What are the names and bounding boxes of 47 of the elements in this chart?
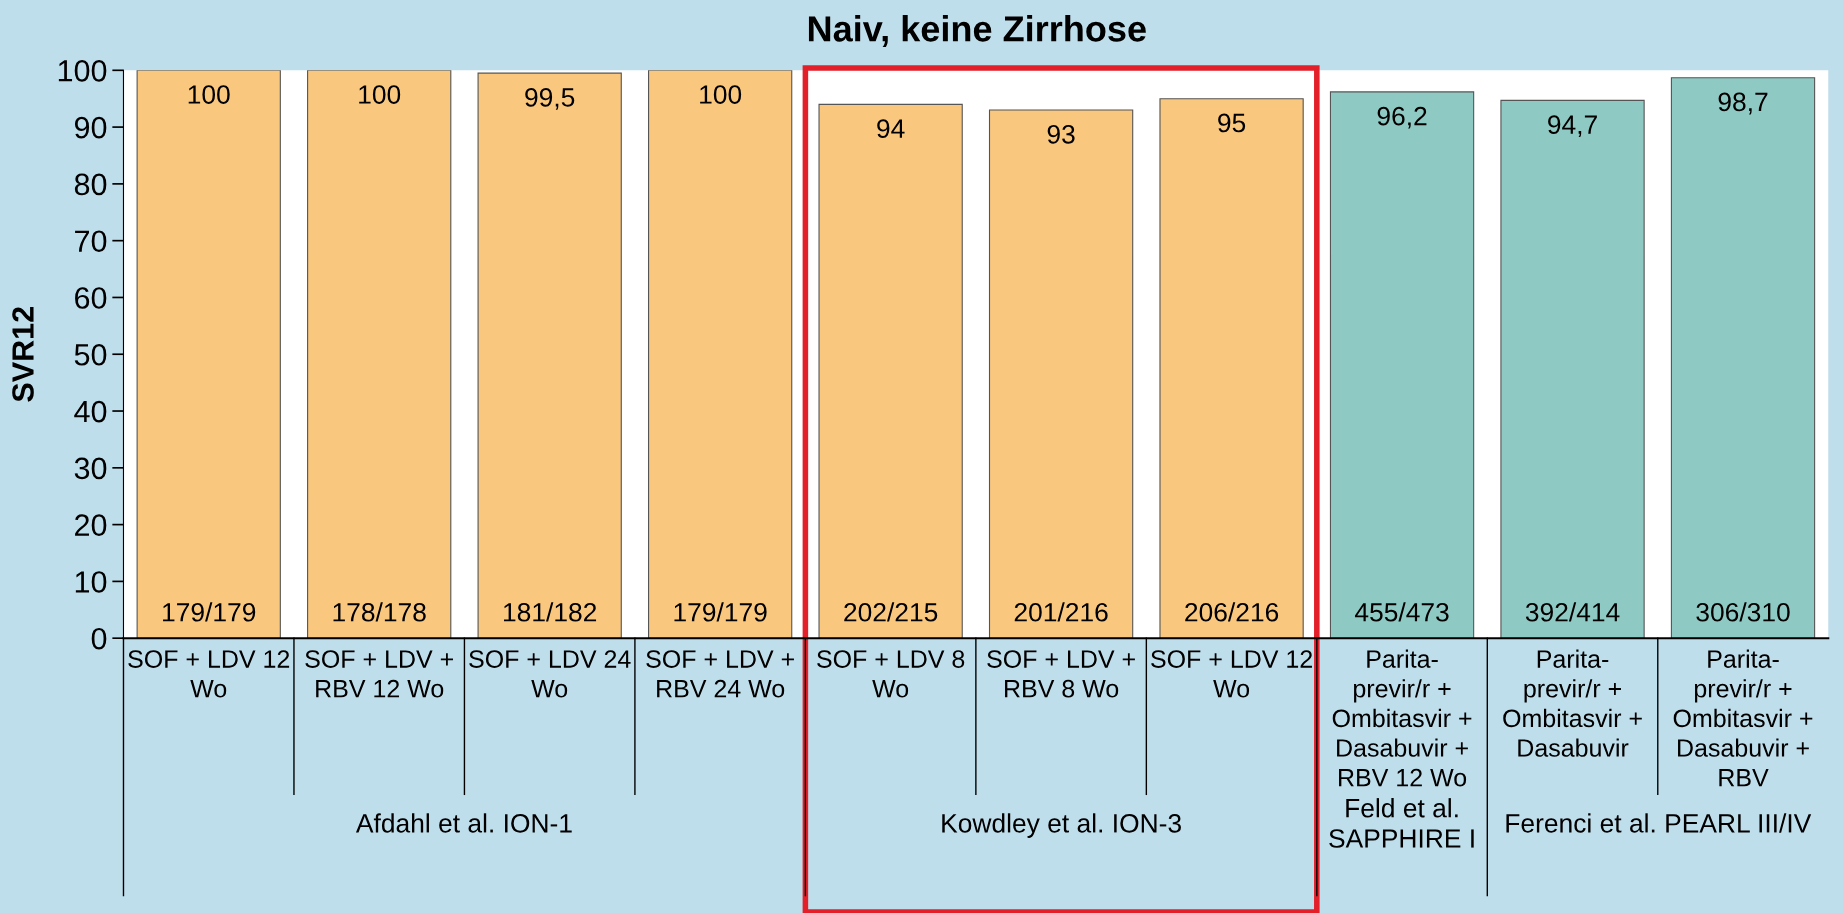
chart-title: Naiv, keine Zirrhose <box>808 15 1146 47</box>
x-tick-label: Parita-previr/r + Ombitasvir + Dasabuvir + RBV 12 Wo <box>1332 649 1472 787</box>
data-label: 100 <box>188 85 230 104</box>
x-tick-label: Parita-previr/r + Ombitasvir + Dasabuvir + RBV <box>1673 649 1813 787</box>
y-tick-label: 50 <box>74 343 107 366</box>
y-tick-label: 30 <box>74 457 107 480</box>
y-tick-label: 40 <box>74 400 107 423</box>
annotation: 455/473 <box>1354 602 1449 622</box>
x-tick-label: SOF + LDV 24 Wo <box>469 650 631 698</box>
y-tick-label: 60 <box>75 287 107 309</box>
y-tick-label: 90 <box>74 116 107 139</box>
y-tick-label: 20 <box>75 514 107 536</box>
text: Feld et al. SAPPHIRE I <box>1329 798 1474 848</box>
y-tick-label: 80 <box>74 173 107 196</box>
data-label: 93 <box>1047 124 1075 144</box>
y-tick-label: 70 <box>75 230 107 253</box>
x-tick-label: Parita-previr/r + Ombitasvir + Dasabuvir <box>1503 649 1642 757</box>
x-tick-label: SOF + LDV 12 Wo <box>128 650 290 698</box>
x-tick-label: SOF + LDV + RBV 12 Wo <box>305 650 453 698</box>
annotation: 392/414 <box>1525 602 1620 622</box>
x-tick-label: SOF + LDV + RBV 24 Wo <box>646 650 794 698</box>
y-tick-label: 0 <box>91 627 107 650</box>
y-tick-label: 10 <box>75 571 107 593</box>
x-tick-label: SOF + LDV 12 Wo <box>1151 650 1312 698</box>
annotation: 179/179 <box>674 602 767 622</box>
data-label: 100 <box>359 85 401 104</box>
data-label: 94,7 <box>1548 115 1597 138</box>
x-tick-label: SOF + LDV 8 Wo <box>817 650 965 698</box>
data-label: 95 <box>1218 113 1246 133</box>
text: Kowdley et al. ION-3 <box>942 813 1181 838</box>
annotation: 178/178 <box>333 602 426 622</box>
data-label: 98,7 <box>1718 92 1768 115</box>
annotation: 306/310 <box>1696 602 1790 622</box>
data-label: 96,2 <box>1377 106 1427 129</box>
data-label: 99,5 <box>525 88 575 110</box>
annotation: 181/182 <box>504 602 597 622</box>
y-axis-title: SVR12 <box>12 307 34 402</box>
annotation: 179/179 <box>163 602 256 622</box>
text: Ferenci et al. PEARL III/IV <box>1506 813 1812 833</box>
annotation: 201/216 <box>1014 602 1108 622</box>
data-label: 94 <box>877 119 905 138</box>
text: Afdahl et al. ION-1 <box>355 813 572 833</box>
annotation: 202/215 <box>844 602 938 622</box>
y-tick-label: 100 <box>58 60 107 82</box>
x-tick-label: SOF + LDV + RBV 8 Wo <box>987 650 1135 698</box>
data-label: 100 <box>700 85 742 104</box>
annotation: 206/216 <box>1185 602 1279 622</box>
